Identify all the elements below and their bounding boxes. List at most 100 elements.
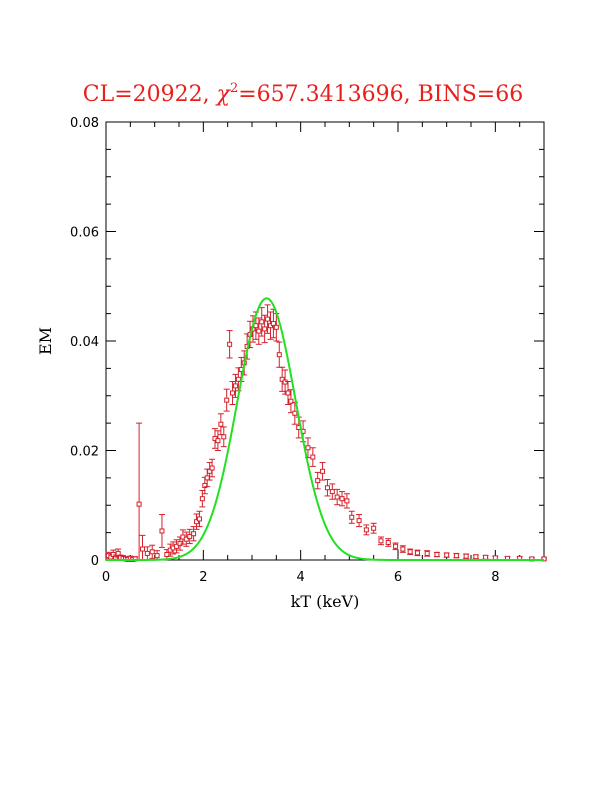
data-marker: [262, 326, 268, 332]
data-point: [214, 430, 221, 451]
data-marker: [407, 549, 413, 555]
data-marker: [194, 519, 200, 525]
y-tick-label: 0.02: [70, 445, 99, 460]
data-point: [158, 514, 165, 548]
data-point: [136, 422, 143, 561]
data-point: [463, 553, 470, 559]
x-tick-label: 0: [102, 570, 110, 585]
data-point: [229, 381, 236, 406]
data-marker: [334, 494, 340, 500]
data-point: [356, 514, 363, 528]
data-marker: [224, 397, 230, 403]
data-marker: [259, 319, 265, 325]
y-tick-label: 0.04: [70, 335, 99, 350]
data-marker: [183, 536, 189, 542]
data-point: [399, 545, 406, 553]
data-point: [433, 551, 440, 558]
data-marker: [285, 390, 291, 396]
data-point: [348, 510, 355, 524]
data-point: [285, 381, 292, 406]
x-axis-label: kT (keV): [291, 592, 360, 611]
data-point: [186, 528, 193, 545]
y-axis-label: EM: [36, 327, 55, 355]
data-point: [443, 552, 450, 558]
y-tick-label: 0.08: [70, 116, 99, 131]
data-marker: [177, 541, 183, 547]
data-point: [309, 447, 316, 467]
data-point: [453, 552, 460, 559]
data-marker: [371, 525, 377, 531]
data-marker: [230, 390, 236, 396]
data-marker: [363, 527, 369, 533]
data-point: [414, 549, 421, 557]
x-tick-label: 2: [199, 570, 207, 585]
y-tick-label: 0.06: [70, 226, 99, 241]
model-curve: [106, 297, 544, 561]
x-tick-label: 8: [491, 570, 499, 585]
data-point: [276, 341, 283, 368]
data-point: [304, 437, 311, 459]
data-marker: [164, 552, 170, 558]
plot-frame: [105, 121, 545, 561]
data-marker: [473, 554, 479, 560]
data-marker: [305, 445, 311, 451]
x-tick-label: 6: [394, 570, 402, 585]
chart-title: CL=20922, χ2=657.3413696, BINS=66: [83, 81, 523, 107]
data-point: [319, 462, 326, 481]
data-point: [363, 524, 370, 536]
data-point: [255, 317, 262, 345]
x-tick-label: 4: [297, 570, 305, 585]
data-point: [173, 539, 180, 554]
axis-tick-labels: 0 2 4 6 8 0 0.02 0.04 0.06 0.08: [70, 116, 499, 585]
data-marker: [204, 475, 210, 481]
data-points: [105, 304, 547, 562]
axis-ticks: [105, 121, 545, 561]
data-point: [392, 542, 399, 551]
data-point: [424, 550, 431, 557]
data-marker: [444, 552, 450, 558]
data-point: [139, 534, 146, 561]
data-point: [261, 314, 268, 344]
data-marker: [400, 546, 406, 552]
data-marker: [414, 550, 420, 556]
data-marker: [235, 376, 241, 382]
data-marker: [453, 553, 459, 559]
chart-title-chi: χ: [215, 82, 232, 107]
data-point: [370, 522, 377, 534]
chart-title-post: =657.3413696, BINS=66: [238, 82, 523, 107]
data-point: [226, 330, 233, 359]
data-marker: [434, 552, 440, 558]
data-marker: [329, 489, 335, 495]
data-marker: [209, 465, 215, 471]
data-marker: [292, 410, 298, 416]
data-marker: [463, 553, 469, 559]
data-marker: [349, 514, 355, 520]
data-point: [183, 531, 190, 547]
data-marker: [288, 398, 294, 404]
data-marker: [279, 376, 285, 382]
data-marker: [140, 546, 145, 552]
data-marker: [324, 485, 330, 491]
data-marker: [320, 468, 326, 474]
data-marker: [221, 434, 227, 440]
data-marker: [483, 554, 489, 560]
data-point: [339, 491, 346, 507]
data-point: [324, 479, 331, 497]
data-point: [279, 366, 286, 392]
data-point: [220, 426, 227, 448]
data-point: [482, 554, 489, 560]
data-point: [232, 373, 239, 398]
data-marker: [385, 539, 391, 545]
data-marker: [256, 328, 262, 334]
data-marker: [159, 528, 165, 534]
data-marker: [315, 478, 321, 484]
data-marker: [344, 498, 350, 504]
data-point: [472, 554, 479, 560]
data-marker: [227, 341, 233, 347]
data-point: [212, 428, 219, 449]
data-marker: [393, 543, 399, 549]
data-marker: [282, 379, 288, 385]
data-marker: [424, 550, 430, 556]
data-marker: [270, 320, 276, 326]
